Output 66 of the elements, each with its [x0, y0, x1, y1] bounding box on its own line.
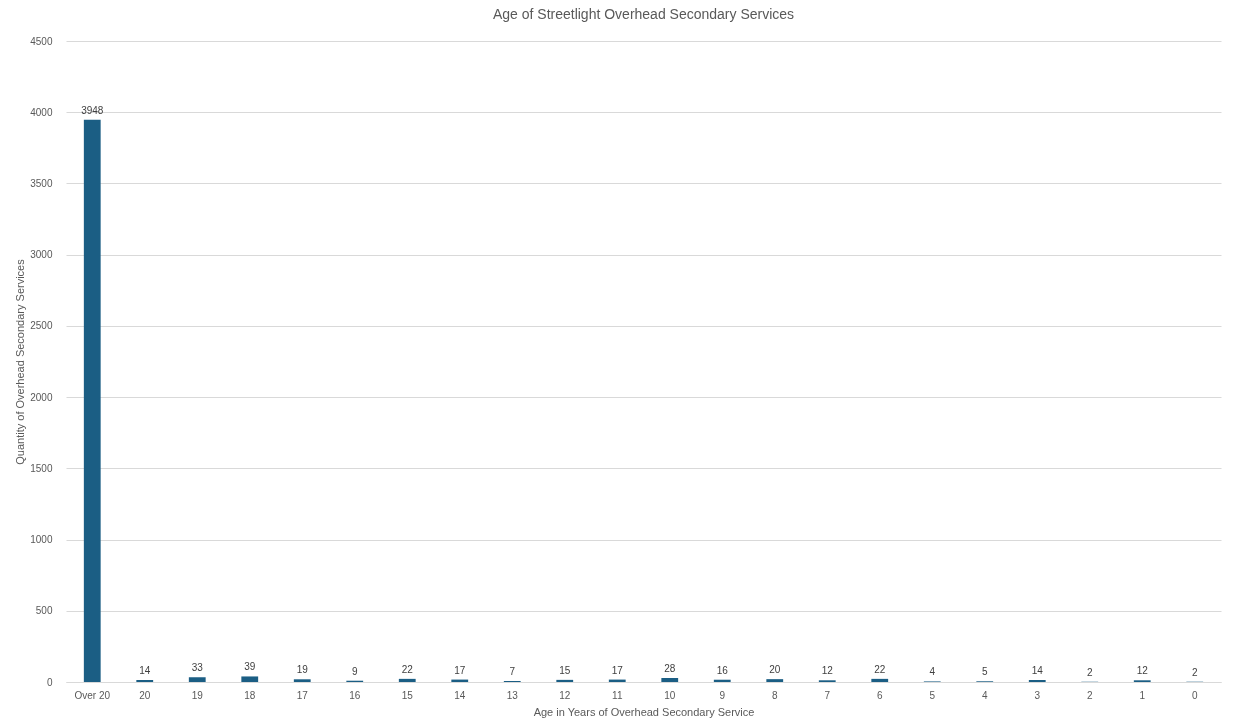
y-tick-label: 2500 — [30, 320, 53, 332]
x-tick-label: 0 — [1191, 689, 1198, 701]
bar — [241, 676, 259, 682]
y-tick-label: 1000 — [30, 534, 53, 546]
x-tick-label: 20 — [139, 689, 151, 701]
y-axis-title: Quantity of Overhead Secondary Services — [14, 258, 27, 465]
data-label: 39 — [244, 661, 256, 673]
x-tick-label: 16 — [349, 689, 361, 701]
x-tick-label: 19 — [191, 689, 204, 701]
y-tick-label: 0 — [46, 676, 53, 688]
x-tick-label: 3 — [1034, 689, 1041, 701]
data-label: 17 — [454, 664, 466, 676]
data-label: 22 — [401, 663, 414, 675]
y-tick-label: 4500 — [30, 35, 53, 47]
x-tick-label: 2 — [1086, 689, 1093, 701]
bar — [398, 678, 416, 682]
x-tick-label: 7 — [824, 689, 831, 701]
x-tick-label: 5 — [929, 689, 936, 701]
bar — [293, 679, 311, 682]
y-tick-label: 4000 — [30, 106, 53, 118]
data-label: 14 — [139, 665, 151, 677]
data-label: 16 — [716, 664, 729, 676]
x-tick-label: 18 — [244, 689, 256, 701]
chart-title: Age of Streetlight Overhead Secondary Services — [492, 6, 795, 22]
data-label: 2 — [1191, 666, 1198, 678]
bar — [83, 119, 101, 682]
data-label: 15 — [559, 664, 571, 676]
x-tick-label: 14 — [454, 689, 466, 701]
bar — [661, 678, 679, 682]
data-label: 5 — [981, 666, 988, 678]
x-tick-label: 4 — [981, 689, 988, 701]
data-label: 20 — [769, 664, 781, 676]
data-label: 22 — [874, 663, 886, 675]
x-tick-label: Over 20 — [74, 689, 111, 701]
data-label: 4 — [929, 666, 936, 678]
data-label: 12 — [1136, 665, 1149, 677]
x-axis-title: Age in Years of Overhead Secondary Service — [533, 705, 755, 718]
x-tick-label: 8 — [771, 689, 778, 701]
data-label: 9 — [351, 665, 358, 677]
x-tick-label: 1 — [1139, 689, 1146, 701]
bar — [871, 678, 889, 682]
y-tick-label: 1500 — [30, 462, 53, 474]
y-tick-label: 2000 — [30, 391, 53, 403]
y-tick-label: 500 — [35, 605, 53, 617]
data-label: 33 — [191, 662, 204, 674]
y-tick-label: 3000 — [30, 249, 53, 261]
x-tick-label: 9 — [719, 689, 726, 701]
bar — [188, 677, 206, 682]
x-tick-label: 6 — [876, 689, 883, 701]
data-label: 17 — [611, 664, 624, 676]
bar — [766, 679, 784, 682]
data-label: 3948 — [81, 104, 104, 116]
x-tick-label: 10 — [664, 689, 676, 701]
data-label: 2 — [1086, 666, 1093, 678]
x-tick-label: 12 — [559, 689, 571, 701]
data-label: 28 — [664, 663, 676, 675]
x-tick-label: 11 — [612, 689, 623, 701]
data-label: 12 — [821, 665, 834, 677]
data-label: 14 — [1031, 665, 1044, 677]
x-tick-label: 13 — [506, 689, 519, 701]
x-tick-label: 15 — [401, 689, 414, 701]
data-label: 19 — [296, 664, 309, 676]
y-tick-label: 3500 — [30, 177, 53, 189]
x-tick-label: 17 — [296, 689, 309, 701]
data-label: 7 — [509, 666, 516, 677]
bar — [556, 679, 574, 682]
